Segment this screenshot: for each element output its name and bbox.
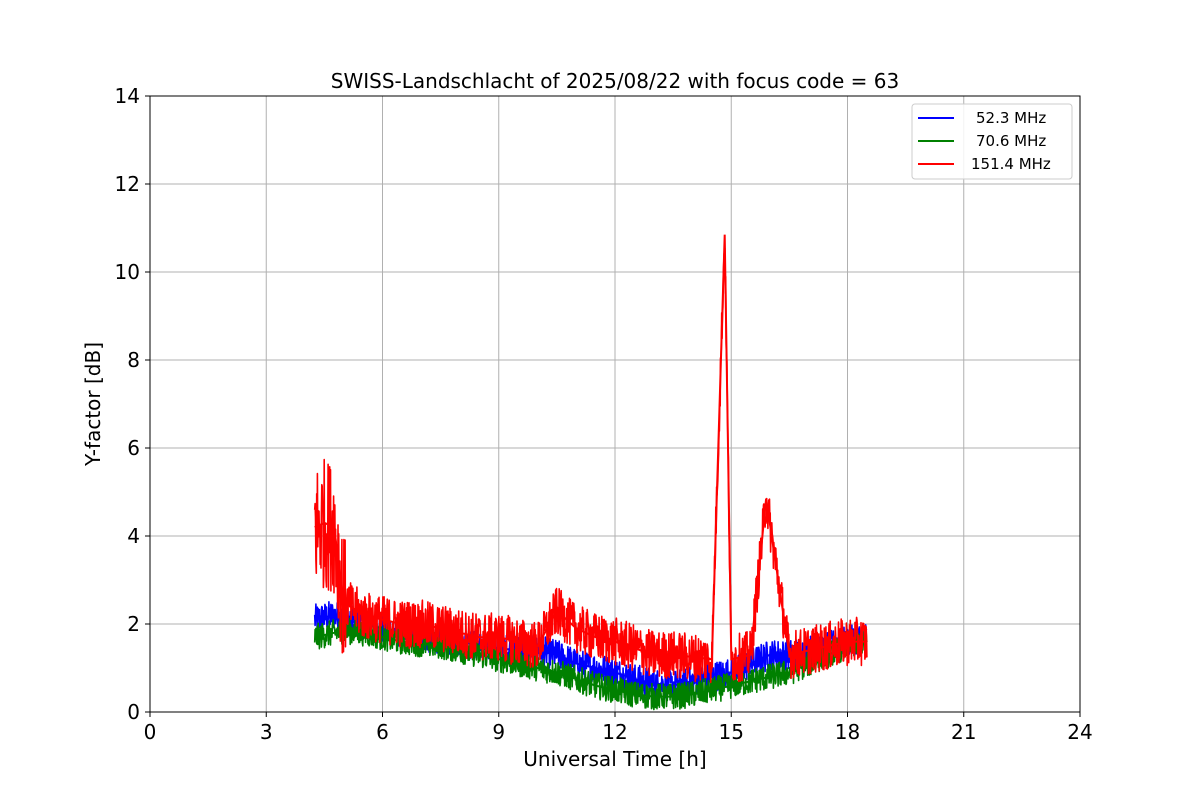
- y-axis-label: Y-factor [dB]: [81, 342, 105, 467]
- series-3: [313, 234, 868, 684]
- series-trend-3: [314, 234, 867, 661]
- y-tick-label: 6: [127, 436, 140, 460]
- y-tick-label: 8: [127, 348, 140, 372]
- series-layer: [313, 234, 868, 711]
- y-tick-label: 4: [127, 524, 140, 548]
- series-line-3: [313, 247, 868, 684]
- series-line-2: [313, 617, 868, 711]
- series-trend-2: [314, 629, 868, 698]
- legend-label-1: 52.3 MHz: [976, 109, 1046, 127]
- x-tick-label: 15: [719, 720, 744, 744]
- grid: [149, 95, 1081, 713]
- x-tick-label: 6: [376, 720, 389, 744]
- y-tick-label: 0: [127, 700, 140, 724]
- legend: 52.3 MHz 70.6 MHz 151.4 MHz: [911, 103, 1073, 180]
- x-tick-label: 18: [835, 720, 860, 744]
- x-tick-label: 3: [260, 720, 273, 744]
- legend-box: [911, 103, 1073, 180]
- y-tick-label: 2: [127, 612, 140, 636]
- y-tick-label: 12: [115, 172, 140, 196]
- legend-label-2: 70.6 MHz: [976, 132, 1046, 150]
- x-tick-label: 21: [951, 720, 976, 744]
- x-tick-label: 12: [602, 720, 627, 744]
- x-tick-label: 9: [492, 720, 505, 744]
- chart-title: SWISS-Landschlacht of 2025/08/22 with fo…: [331, 69, 899, 93]
- x-tick-label: 0: [144, 720, 157, 744]
- legend-label-3: 151.4 MHz: [971, 155, 1051, 173]
- series-2: [313, 617, 868, 711]
- y-tick-label: 10: [115, 260, 140, 284]
- x-axis-label: Universal Time [h]: [523, 747, 706, 771]
- y-tick-label: 14: [115, 84, 140, 108]
- x-tick-label: 24: [1067, 720, 1092, 744]
